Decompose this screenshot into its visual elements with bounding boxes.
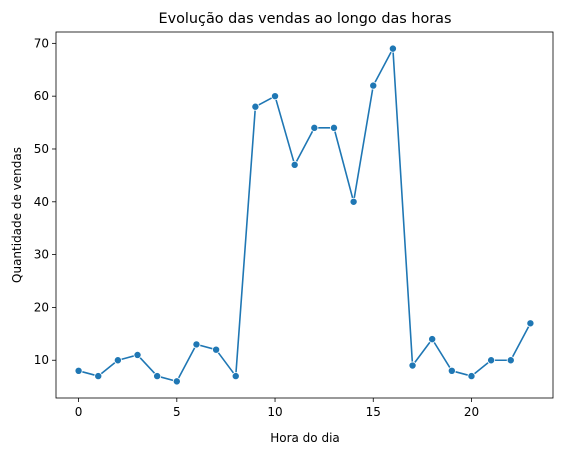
data-point <box>290 160 299 169</box>
data-point <box>231 372 240 381</box>
data-point <box>506 356 515 365</box>
data-point <box>428 335 437 344</box>
plot-area <box>55 31 554 399</box>
plot-frame <box>55 31 554 399</box>
y-tick-label: 70 <box>34 36 49 50</box>
y-tick-label: 50 <box>34 142 49 156</box>
y-tick-label: 10 <box>34 353 49 367</box>
data-point <box>388 44 397 53</box>
y-tick-label: 60 <box>34 89 49 103</box>
y-tick-label: 20 <box>34 300 49 314</box>
x-axis: 0 5 10 15 20 <box>75 398 479 419</box>
data-point <box>329 123 338 132</box>
data-point <box>349 197 358 206</box>
data-point <box>487 356 496 365</box>
x-axis-title: Hora do dia <box>270 431 340 445</box>
y-axis-title: Quantidade de vendas <box>10 147 24 283</box>
x-tick-label: 20 <box>464 405 479 419</box>
data-point <box>408 361 417 370</box>
data-point <box>526 319 535 328</box>
x-tick-label: 10 <box>267 405 282 419</box>
x-tick-label: 5 <box>173 405 181 419</box>
x-tick-label: 0 <box>75 405 83 419</box>
data-point <box>447 366 456 375</box>
data-point <box>467 372 476 381</box>
data-point <box>133 350 142 359</box>
data-point <box>369 81 378 90</box>
y-tick-label: 40 <box>34 195 49 209</box>
y-tick-label: 30 <box>34 248 49 262</box>
series-line <box>78 47 532 383</box>
data-point <box>271 92 280 101</box>
data-point <box>251 102 260 111</box>
chart-title: Evolução das vendas ao longo das horas <box>159 11 452 27</box>
data-point <box>310 123 319 132</box>
y-axis: 10 20 30 40 50 60 70 <box>34 36 56 367</box>
data-point <box>94 372 103 381</box>
data-point <box>74 366 83 375</box>
data-point <box>212 345 221 354</box>
data-point <box>113 356 122 365</box>
x-tick-label: 15 <box>366 405 381 419</box>
data-point <box>172 377 181 386</box>
data-point <box>153 372 162 381</box>
data-point <box>192 340 201 349</box>
